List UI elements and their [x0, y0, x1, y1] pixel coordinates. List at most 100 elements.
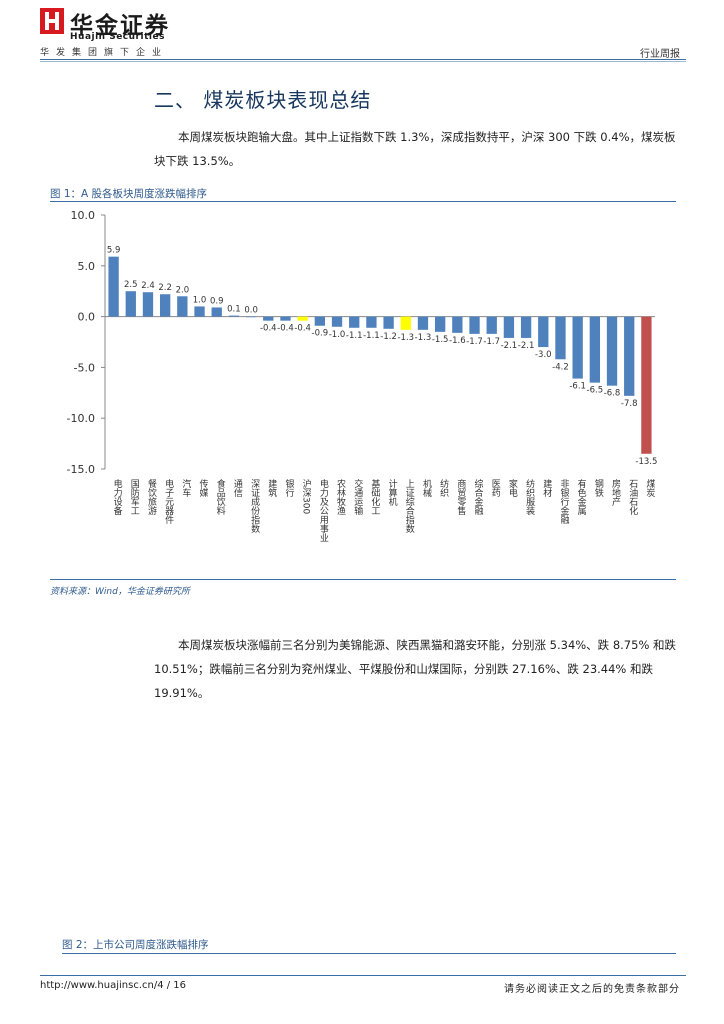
- value-label: 0.9: [210, 296, 224, 306]
- bar: [228, 315, 240, 317]
- value-label: 5.9: [107, 246, 121, 256]
- value-label: 2.2: [158, 283, 172, 293]
- category-label: 交通运输: [352, 478, 363, 516]
- category-label: 钢铁: [593, 478, 604, 498]
- category-labels: 电力设备 国防军工 餐饮旅游 电子元器件 汽车 传媒 食品饮料 通信 深证成份指数 建筑 银行 沪深3…: [112, 478, 655, 542]
- value-label: 2.5: [124, 280, 138, 290]
- category-label: 食品饮料: [215, 478, 226, 516]
- value-labels: 5.92.5 2.4 2.2 2.01.0 0.90.1 0.0-0.4 -0.4 -0.4-…: [107, 246, 658, 467]
- value-label: -2.1: [501, 341, 518, 351]
- category-label: 餐饮旅游: [146, 478, 157, 516]
- value-label: -1.2: [380, 332, 397, 342]
- value-label: -0.4: [277, 324, 294, 334]
- category-label: 家电: [507, 478, 518, 497]
- value-label: -6.1: [569, 382, 586, 392]
- value-label: -1.1: [363, 331, 380, 341]
- bar: [555, 316, 566, 360]
- subsidiary-tagline: 华发集团旗下企业: [40, 48, 169, 58]
- bar: [263, 316, 274, 321]
- category-label: 电力及公用事业: [318, 478, 329, 542]
- value-label: -4.2: [552, 362, 569, 372]
- bar: [331, 316, 343, 327]
- y-tick-label: -5.0: [74, 361, 95, 374]
- value-label: -7.8: [621, 399, 638, 409]
- bar: [538, 316, 549, 348]
- category-label: 汽车: [180, 478, 191, 498]
- bar: [297, 316, 308, 321]
- bar: [349, 316, 360, 328]
- brand-name-en: Huajin Securities: [70, 32, 165, 42]
- figure-2-top-rule: [62, 953, 676, 954]
- value-label: -1.0: [329, 330, 346, 340]
- value-label: -6.5: [587, 386, 604, 396]
- category-label: 传媒: [198, 478, 209, 498]
- category-label: 国防军工: [129, 479, 140, 515]
- huajin-logo-icon: [40, 8, 64, 34]
- bar: [108, 256, 119, 317]
- value-label: -1.1: [346, 331, 363, 341]
- y-tick-label: 0.0: [78, 311, 96, 324]
- category-label: 建材: [541, 478, 552, 497]
- value-label: -0.9: [312, 329, 329, 339]
- bar: [486, 316, 497, 334]
- figure-1-top-rule: [50, 201, 676, 202]
- value-label: -6.8: [604, 389, 621, 399]
- value-label: 1.0: [193, 295, 207, 305]
- value-label: -1.3: [397, 333, 414, 343]
- figure-1-caption: 图 1：A 股各板块周度涨跌幅排序: [50, 188, 208, 200]
- value-label: -1.3: [415, 333, 432, 343]
- bar: [503, 316, 515, 338]
- bar: [211, 307, 222, 317]
- bar: [589, 316, 600, 383]
- value-label: -1.7: [483, 337, 500, 347]
- category-label: 机械: [421, 478, 432, 498]
- category-label: 电子元器件: [163, 478, 174, 525]
- header-divider: [40, 59, 686, 60]
- category-label: 房地产: [610, 478, 621, 507]
- bar: [383, 316, 394, 329]
- bar: [142, 292, 154, 317]
- footer-disclaimer: 请务必阅读正文之后的免责条款部分: [504, 984, 680, 995]
- bar: [160, 294, 171, 317]
- bar: [452, 316, 463, 333]
- category-label: 纺织服装: [524, 478, 535, 516]
- category-label: 计算机: [387, 478, 398, 507]
- bar: [572, 316, 583, 379]
- bar: [194, 306, 205, 317]
- bar: [435, 316, 446, 332]
- category-label: 电力设备: [112, 478, 123, 515]
- section-title: 二、 煤炭板块表现总结: [154, 88, 372, 112]
- bar: [624, 316, 635, 396]
- category-label: 建筑: [266, 478, 277, 498]
- category-label: 沪深300: [301, 478, 312, 515]
- category-label: 煤炭: [644, 478, 655, 498]
- bar: [417, 316, 429, 330]
- report-type-label: 行业周报: [640, 49, 680, 60]
- value-label: -2.1: [518, 341, 535, 351]
- category-label: 纺织: [438, 478, 449, 498]
- value-label: 0.1: [227, 305, 241, 315]
- section-paragraph-1: 本周煤炭板块跑输大盘。其中上证指数下跌 1.3%，深成指数持平，沪深 300 下…: [154, 130, 676, 168]
- category-label: 综合金融: [473, 478, 484, 516]
- value-label: -0.4: [260, 324, 277, 334]
- figure-1-source: 资料来源：Wind，华金证券研究所: [50, 587, 190, 597]
- value-label: -0.4: [294, 324, 311, 334]
- category-label: 农林牧渔: [335, 478, 346, 515]
- value-label: -3.0: [535, 350, 552, 360]
- category-label: 医药: [490, 479, 501, 498]
- bar-series: [108, 256, 652, 454]
- category-label: 石油石化: [627, 479, 638, 516]
- category-label: 银行: [283, 478, 294, 498]
- bar: [400, 316, 411, 330]
- y-tick-label: 10.0: [71, 209, 96, 222]
- section-paragraph-2: 本周煤炭板块涨幅前三名分别为美锦能源、陕西黑猫和潞安环能，分别涨 5.34%、跌…: [154, 638, 677, 700]
- y-tick-label: -10.0: [67, 412, 95, 425]
- figure-1-bottom-rule: [50, 579, 676, 580]
- value-label: -13.5: [635, 457, 657, 467]
- brand-name-cn: 华金证券: [70, 13, 170, 39]
- bar: [606, 316, 618, 386]
- category-label: 有色金属: [576, 478, 587, 516]
- y-tick-label: -15.0: [67, 463, 95, 476]
- value-label: -1.6: [449, 336, 466, 346]
- category-label: 基础化工: [369, 478, 380, 515]
